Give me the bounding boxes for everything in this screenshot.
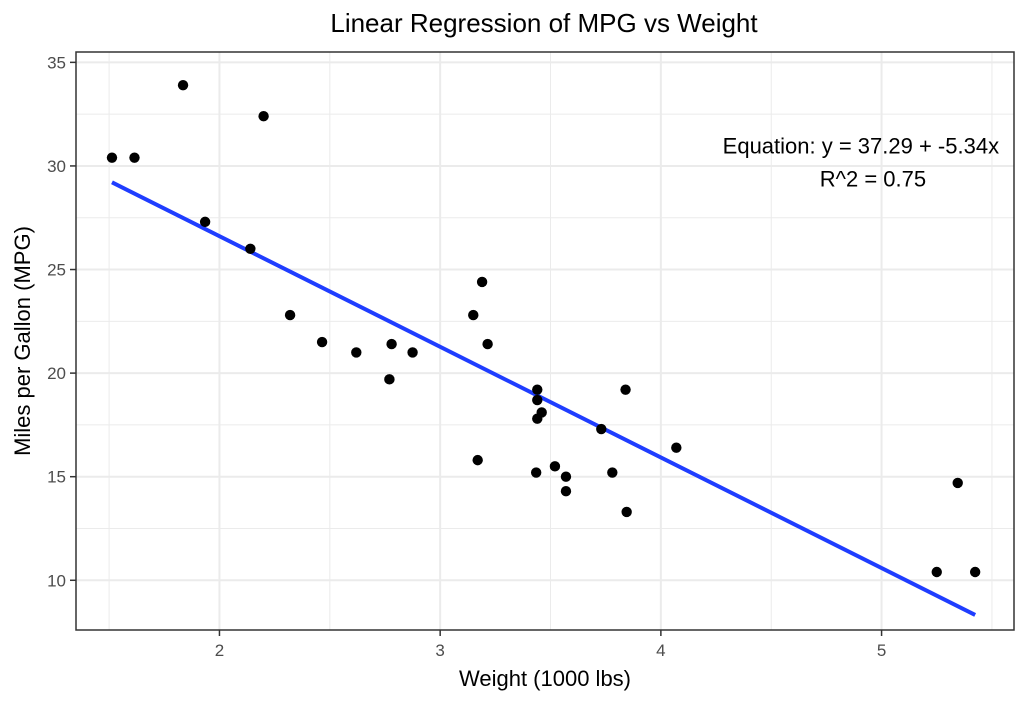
data-point — [532, 394, 543, 406]
x-tick-label: 5 — [877, 641, 886, 660]
chart-title: Linear Regression of MPG vs Weight — [330, 8, 758, 38]
annotation-r-squared: R^2 = 0.75 — [820, 167, 926, 192]
x-tick-label: 2 — [215, 641, 224, 660]
data-point — [530, 467, 542, 478]
y-tick-label: 35 — [47, 53, 66, 72]
data-point — [468, 309, 479, 321]
y-tick-label: 30 — [47, 157, 66, 176]
data-point — [384, 374, 395, 385]
x-tick-label: 3 — [435, 641, 444, 660]
panel-border — [75, 51, 1015, 631]
regression-line — [111, 180, 977, 617]
data-point — [536, 407, 547, 418]
data-point — [284, 309, 296, 321]
y-axis-label: Miles per Gallon (MPG) — [10, 226, 35, 456]
y-tick-label: 15 — [47, 468, 66, 487]
data-point — [106, 152, 118, 163]
data-point — [560, 485, 572, 497]
data-point — [931, 566, 942, 578]
data-point — [549, 461, 561, 472]
data-point — [952, 477, 963, 489]
y-tick-label: 10 — [47, 571, 66, 590]
x-tick-label: 4 — [656, 641, 665, 660]
data-point — [407, 347, 418, 358]
data-point — [560, 471, 572, 482]
data-point — [177, 79, 189, 91]
data-point — [969, 566, 981, 578]
data-point — [245, 243, 256, 255]
data-point — [386, 338, 397, 350]
annotations: Equation: y = 37.29 + -5.34x R^2 = 0.75 — [723, 134, 999, 192]
annotation-equation: Equation: y = 37.29 + -5.34x — [723, 134, 999, 159]
data-point — [596, 423, 607, 435]
data-point — [607, 467, 618, 478]
x-axis-label: Weight (1000 lbs) — [459, 666, 631, 691]
y-tick-label: 20 — [47, 364, 66, 383]
data-point — [620, 384, 631, 395]
data-point — [482, 338, 493, 350]
data-point — [258, 111, 269, 122]
axis-ticks: 2 3 4 5 10 15 20 25 30 35 — [47, 53, 886, 660]
data-point — [472, 454, 483, 466]
data-point — [351, 347, 362, 358]
data-point — [316, 336, 328, 348]
data-point — [476, 276, 488, 288]
y-tick-label: 25 — [47, 261, 66, 280]
data-point — [621, 506, 632, 518]
data-point — [671, 442, 682, 453]
data-point — [129, 152, 140, 163]
data-point — [532, 384, 543, 395]
grid — [76, 52, 1014, 630]
points-layer — [106, 79, 981, 578]
regression-layer — [111, 180, 977, 617]
data-point — [199, 216, 211, 228]
